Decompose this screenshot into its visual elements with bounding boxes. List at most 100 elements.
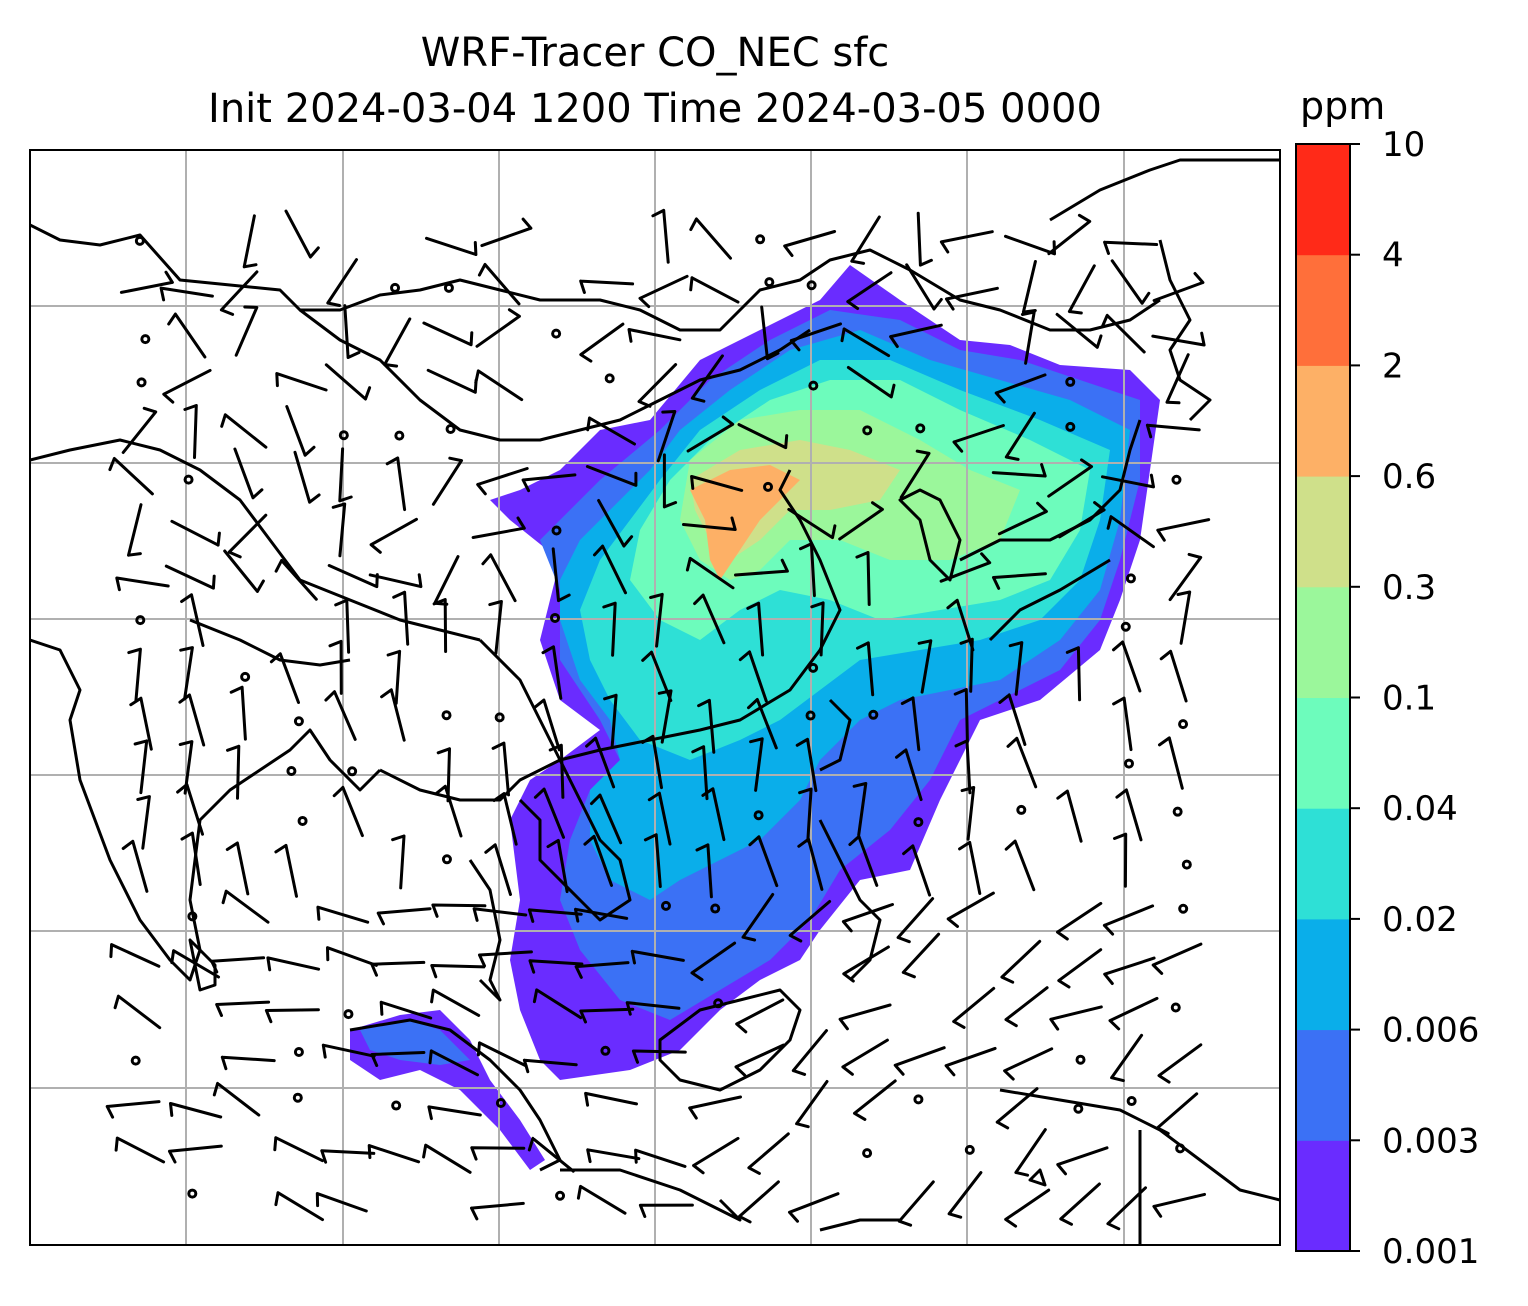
wind-barb	[579, 1007, 635, 1024]
wind-barb	[164, 564, 216, 590]
calm-marker	[753, 810, 764, 821]
colorbar-tick-label: 0.02	[1382, 900, 1458, 940]
wind-barb	[223, 549, 265, 593]
wind-barb	[1110, 1033, 1144, 1083]
wind-barb	[795, 737, 818, 793]
calm-marker	[1016, 804, 1027, 815]
colorbar-segment	[1296, 476, 1350, 588]
calm-marker	[130, 1055, 141, 1066]
colorbar-tick-label: 0.006	[1382, 1011, 1479, 1051]
calm-marker	[1172, 806, 1183, 817]
wind-barb	[284, 209, 320, 259]
wind-barb	[275, 372, 328, 392]
wind-barb	[343, 304, 361, 359]
wind-barb	[852, 782, 868, 837]
wind-barb	[1168, 552, 1203, 602]
calm-marker	[136, 377, 147, 388]
wind-barb	[159, 286, 214, 302]
wind-barb	[220, 413, 268, 449]
wind-barb	[637, 363, 678, 408]
calm-marker	[915, 423, 926, 434]
wind-barb	[1101, 473, 1155, 489]
wind-barb	[896, 897, 935, 944]
wind-barb	[1004, 1188, 1051, 1228]
calm-marker	[755, 234, 766, 245]
wind-barb	[1108, 996, 1159, 1031]
wind-barb	[430, 964, 486, 979]
wind-barb	[121, 406, 158, 454]
wind-barb	[638, 274, 689, 309]
wind-barb	[1004, 234, 1056, 256]
wind-barb	[167, 312, 207, 359]
wind-barb	[795, 1080, 829, 1129]
wind-barb	[897, 1180, 935, 1227]
wind-barb	[853, 1079, 897, 1121]
wind-barb	[180, 593, 205, 647]
wind-barb	[491, 741, 510, 797]
calm-marker	[441, 710, 452, 721]
calm-marker	[338, 430, 349, 441]
wind-barb	[179, 646, 194, 701]
wind-barb	[527, 1136, 575, 1173]
wind-barb	[528, 959, 584, 974]
wind-barb	[114, 1136, 166, 1164]
wind-barb	[842, 945, 890, 983]
wind-barb	[1056, 789, 1083, 843]
wind-barb	[995, 1087, 1039, 1130]
calm-marker	[1123, 758, 1134, 769]
wind-barb	[625, 1001, 681, 1016]
wind-barb	[1047, 458, 1093, 498]
wind-barb	[838, 501, 884, 541]
wind-barb	[210, 956, 266, 974]
wind-barb	[434, 784, 463, 838]
calm-marker	[1126, 1096, 1137, 1107]
wind-barb	[474, 369, 524, 402]
wind-barb	[960, 786, 976, 841]
wind-barb	[692, 1136, 740, 1175]
wind-barb	[376, 907, 432, 926]
wind-barb	[584, 1091, 638, 1107]
wind-barb	[947, 1171, 983, 1219]
wind-barb	[219, 270, 259, 316]
wind-barb	[481, 553, 517, 603]
wind-barb	[541, 645, 563, 700]
wind-barb	[475, 308, 521, 348]
colorbar-tick-label: 2	[1382, 346, 1404, 386]
wind-barb	[471, 516, 526, 539]
colorbar-segment	[1296, 365, 1350, 477]
wind-barb	[574, 961, 630, 979]
wind-barb	[1008, 641, 1024, 696]
wind-barb	[657, 689, 673, 744]
colorbar-segment	[1296, 144, 1350, 256]
wind-barb	[846, 366, 896, 399]
calm-marker	[1181, 859, 1192, 870]
wind-barb	[939, 552, 992, 583]
wind-barb	[178, 693, 206, 747]
wind-barb	[370, 1051, 426, 1067]
wind-barb	[735, 998, 785, 1034]
calm-marker	[187, 911, 198, 922]
wind-barb	[991, 463, 1047, 478]
calm-marker	[808, 380, 819, 391]
wind-barb	[1004, 839, 1036, 892]
wind-barb	[285, 405, 316, 457]
wind-barb	[113, 994, 162, 1030]
wind-barb	[810, 601, 825, 657]
wind-barb	[1103, 240, 1159, 255]
calm-marker	[600, 1045, 611, 1056]
wind-barb	[1057, 948, 1103, 989]
colorbar-segment	[1296, 808, 1350, 920]
wind-barb	[432, 598, 448, 653]
wind-barb	[788, 900, 832, 943]
wind-barb	[1106, 1186, 1147, 1231]
wind-barb	[480, 217, 533, 248]
wind-barb	[574, 907, 629, 923]
wind-barb	[631, 1049, 687, 1064]
wind-barb	[585, 465, 638, 487]
wind-barb	[734, 558, 789, 577]
wind-barb	[691, 745, 709, 801]
wind-barb	[226, 744, 241, 800]
wind-barb	[532, 988, 583, 1020]
wind-barb	[798, 787, 813, 843]
wind-barb	[783, 230, 837, 257]
